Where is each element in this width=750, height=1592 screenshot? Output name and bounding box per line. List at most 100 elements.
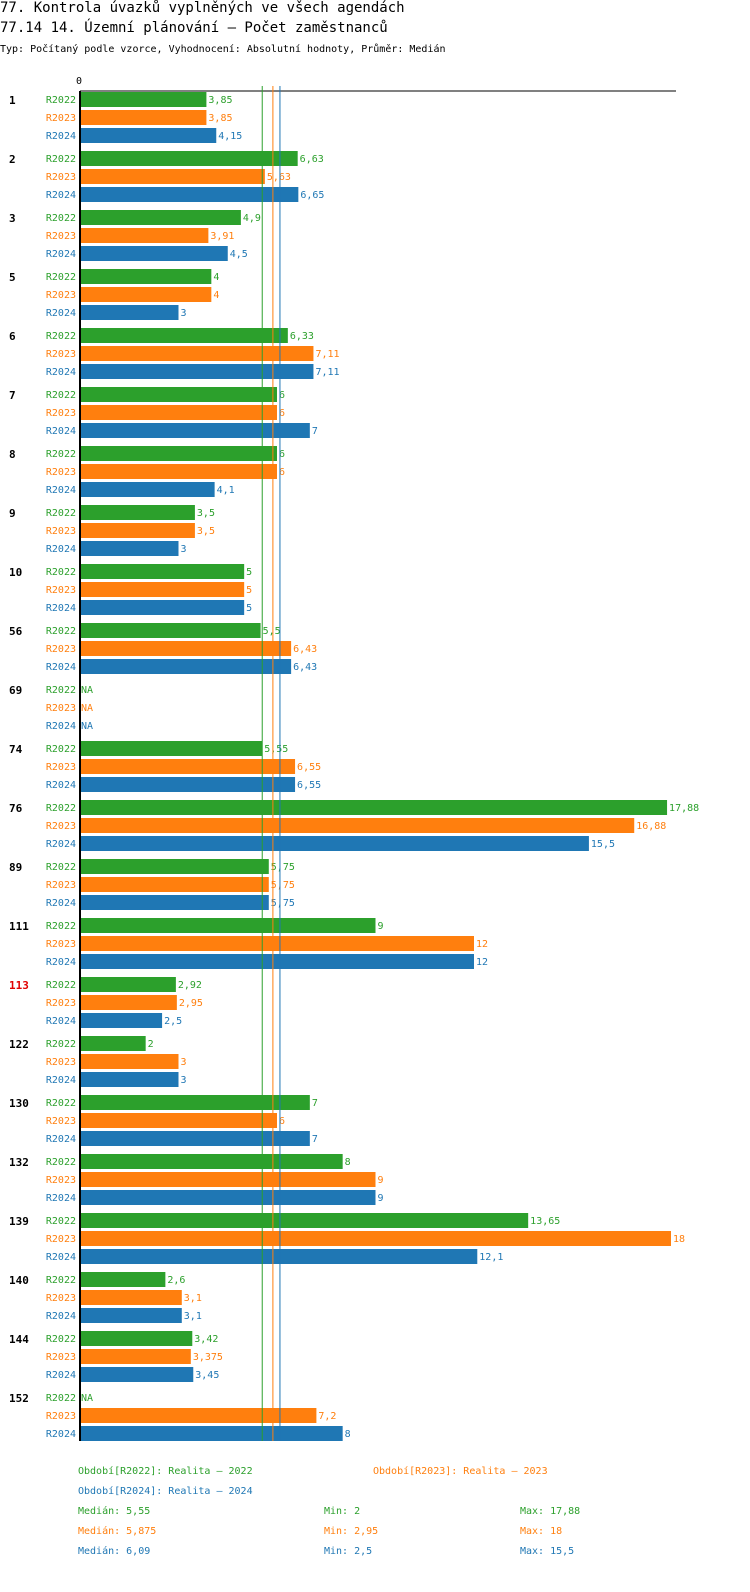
bar-122-R2022 bbox=[80, 1036, 146, 1051]
value-label-113-R2024: 2,5 bbox=[164, 1016, 182, 1027]
series-label-152-R2024: R2024 bbox=[46, 1429, 76, 1440]
stat-median-r2022: Medián: 5,55 bbox=[78, 1506, 151, 1517]
value-label-76-R2023: 16,88 bbox=[636, 821, 666, 832]
value-label-8-R2023: 6 bbox=[279, 467, 285, 478]
legend-r2022: Období[R2022]: Realita – 2022 bbox=[78, 1466, 253, 1477]
series-label-130-R2022: R2022 bbox=[46, 1098, 76, 1109]
series-label-144-R2023: R2023 bbox=[46, 1352, 76, 1363]
bar-3-R2022 bbox=[80, 210, 241, 225]
bar-132-R2022 bbox=[80, 1154, 343, 1169]
value-label-132-R2024: 9 bbox=[378, 1193, 384, 1204]
bar-1-R2022 bbox=[80, 92, 207, 107]
series-label-113-R2022: R2022 bbox=[46, 980, 76, 991]
value-label-152-R2024: 8 bbox=[345, 1429, 351, 1440]
category-label-6: 6 bbox=[9, 330, 16, 343]
series-label-9-R2022: R2022 bbox=[46, 508, 76, 519]
value-label-140-R2024: 3,1 bbox=[184, 1311, 202, 1322]
axis-zero-label: 0 bbox=[76, 76, 82, 87]
series-label-144-R2022: R2022 bbox=[46, 1334, 76, 1345]
value-label-56-R2022: 5,5 bbox=[263, 626, 281, 637]
series-label-113-R2024: R2024 bbox=[46, 1016, 76, 1027]
value-label-6-R2022: 6,33 bbox=[290, 331, 314, 342]
series-label-132-R2024: R2024 bbox=[46, 1193, 76, 1204]
bar-7-R2024 bbox=[80, 423, 310, 438]
category-label-89: 89 bbox=[9, 861, 22, 874]
value-label-2-R2024: 6,65 bbox=[300, 190, 324, 201]
category-label-144: 144 bbox=[9, 1333, 29, 1346]
series-label-139-R2024: R2024 bbox=[46, 1252, 76, 1263]
value-label-140-R2023: 3,1 bbox=[184, 1293, 202, 1304]
series-label-111-R2023: R2023 bbox=[46, 939, 76, 950]
bar-5-R2023 bbox=[80, 287, 212, 302]
bar-2-R2022 bbox=[80, 151, 298, 166]
bar-152-R2023 bbox=[80, 1408, 317, 1423]
bar-10-R2024 bbox=[80, 600, 245, 615]
value-label-10-R2024: 5 bbox=[246, 603, 252, 614]
series-label-1-R2023: R2023 bbox=[46, 113, 76, 124]
series-label-152-R2022: R2022 bbox=[46, 1393, 76, 1404]
series-label-74-R2024: R2024 bbox=[46, 780, 76, 791]
series-label-6-R2024: R2024 bbox=[46, 367, 76, 378]
value-label-122-R2024: 3 bbox=[181, 1075, 187, 1086]
bar-76-R2024 bbox=[80, 836, 589, 851]
series-label-152-R2023: R2023 bbox=[46, 1411, 76, 1422]
series-label-8-R2022: R2022 bbox=[46, 449, 76, 460]
series-label-9-R2024: R2024 bbox=[46, 544, 76, 555]
series-label-2-R2024: R2024 bbox=[46, 190, 76, 201]
bar-132-R2023 bbox=[80, 1172, 376, 1187]
series-label-144-R2024: R2024 bbox=[46, 1370, 76, 1381]
category-label-113: 113 bbox=[9, 979, 29, 992]
value-label-5-R2024: 3 bbox=[181, 308, 187, 319]
category-label-3: 3 bbox=[9, 212, 16, 225]
bar-6-R2023 bbox=[80, 346, 314, 361]
bar-139-R2024 bbox=[80, 1249, 478, 1264]
category-label-69: 69 bbox=[9, 684, 22, 697]
value-label-9-R2023: 3,5 bbox=[197, 526, 215, 537]
category-label-76: 76 bbox=[9, 802, 23, 815]
stat-min-r2024: Min: 2,5 bbox=[324, 1546, 373, 1557]
value-label-89-R2024: 5,75 bbox=[271, 898, 295, 909]
value-label-113-R2023: 2,95 bbox=[179, 998, 203, 1009]
bar-139-R2023 bbox=[80, 1231, 671, 1246]
bar-113-R2022 bbox=[80, 977, 176, 992]
value-label-140-R2022: 2,6 bbox=[167, 1275, 185, 1286]
series-label-10-R2023: R2023 bbox=[46, 585, 76, 596]
value-label-3-R2022: 4,9 bbox=[243, 213, 261, 224]
value-label-1-R2022: 3,85 bbox=[208, 95, 232, 106]
series-label-7-R2023: R2023 bbox=[46, 408, 76, 419]
series-label-140-R2022: R2022 bbox=[46, 1275, 76, 1286]
series-label-76-R2023: R2023 bbox=[46, 821, 76, 832]
value-label-69-R2023: NA bbox=[81, 703, 93, 714]
value-label-144-R2022: 3,42 bbox=[194, 1334, 218, 1345]
series-label-130-R2024: R2024 bbox=[46, 1134, 76, 1145]
series-label-6-R2023: R2023 bbox=[46, 349, 76, 360]
value-label-2-R2023: 5,63 bbox=[267, 172, 291, 183]
value-label-6-R2023: 7,11 bbox=[315, 349, 339, 360]
series-label-3-R2024: R2024 bbox=[46, 249, 76, 260]
bar-56-R2024 bbox=[80, 659, 292, 674]
series-label-139-R2023: R2023 bbox=[46, 1234, 76, 1245]
value-label-111-R2024: 12 bbox=[476, 957, 488, 968]
legend-r2024: Období[R2024]: Realita – 2024 bbox=[78, 1486, 253, 1497]
value-label-111-R2023: 12 bbox=[476, 939, 488, 950]
series-label-5-R2022: R2022 bbox=[46, 272, 76, 283]
bar-140-R2024 bbox=[80, 1308, 182, 1323]
bar-111-R2022 bbox=[80, 918, 376, 933]
value-label-69-R2024: NA bbox=[81, 721, 93, 732]
bar-140-R2022 bbox=[80, 1272, 166, 1287]
bar-113-R2023 bbox=[80, 995, 177, 1010]
value-label-130-R2024: 7 bbox=[312, 1134, 318, 1145]
bar-111-R2023 bbox=[80, 936, 474, 951]
category-label-140: 140 bbox=[9, 1274, 29, 1287]
series-label-8-R2024: R2024 bbox=[46, 485, 76, 496]
bar-5-R2024 bbox=[80, 305, 179, 320]
value-label-152-R2023: 7,2 bbox=[318, 1411, 336, 1422]
bar-8-R2023 bbox=[80, 464, 277, 479]
value-label-113-R2022: 2,92 bbox=[178, 980, 202, 991]
bar-152-R2024 bbox=[80, 1426, 343, 1441]
series-label-1-R2024: R2024 bbox=[46, 131, 76, 142]
category-label-5: 5 bbox=[9, 271, 16, 284]
category-label-8: 8 bbox=[9, 448, 16, 461]
category-label-130: 130 bbox=[9, 1097, 29, 1110]
series-label-1-R2022: R2022 bbox=[46, 95, 76, 106]
